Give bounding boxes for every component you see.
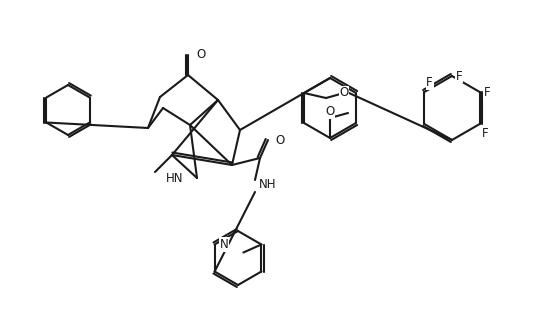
Text: F: F <box>482 127 489 140</box>
Text: F: F <box>426 76 433 89</box>
Text: O: O <box>275 134 284 146</box>
Text: O: O <box>339 86 349 99</box>
Text: NH: NH <box>259 177 277 190</box>
Text: N: N <box>220 238 229 251</box>
Text: F: F <box>484 85 490 98</box>
Text: HN: HN <box>166 171 183 185</box>
Text: O: O <box>325 105 335 118</box>
Text: O: O <box>196 49 205 62</box>
Text: F: F <box>456 69 463 82</box>
